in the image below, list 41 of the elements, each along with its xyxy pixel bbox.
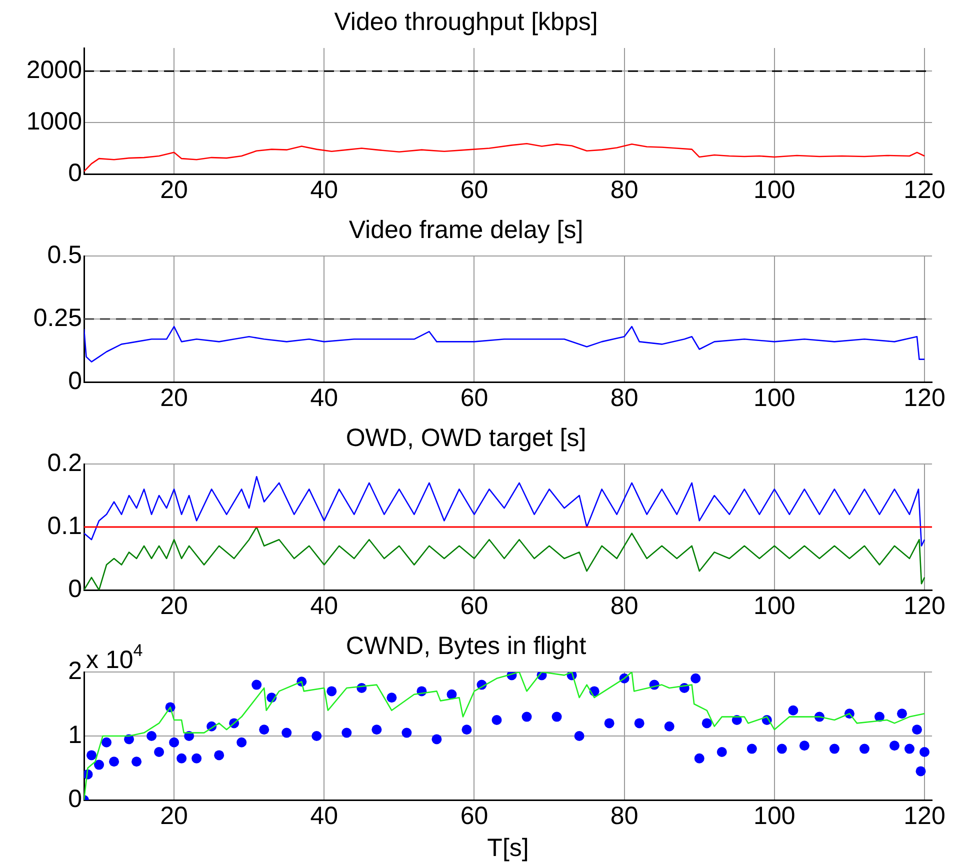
chart-title: CWND, Bytes in flight	[346, 632, 586, 660]
x-tick-label: 80	[610, 592, 638, 620]
y-tick-label: 2	[68, 656, 82, 685]
chart-title: OWD, OWD target [s]	[346, 424, 586, 452]
x-tick-label: 120	[904, 802, 946, 830]
y-tick-label: 0	[68, 366, 82, 395]
x-tick-label: 20	[160, 592, 188, 620]
y-tick-label: 0	[68, 784, 82, 813]
x-tick-label: 60	[460, 592, 488, 620]
chart-title: Video frame delay [s]	[348, 216, 584, 244]
x-tick-label: 100	[754, 176, 796, 204]
x-tick-label: 20	[160, 384, 188, 412]
x-tick-label: 100	[754, 384, 796, 412]
x-tick-label: 80	[610, 176, 638, 204]
x-tick-label: 60	[460, 384, 488, 412]
x-tick-label: 120	[904, 592, 946, 620]
y-tick-label: 0	[68, 574, 82, 603]
x-tick-label: 40	[310, 176, 338, 204]
x-tick-label: 20	[160, 802, 188, 830]
y-tick-label: 1000	[26, 107, 82, 136]
y-tick-label: 0.25	[33, 304, 82, 332]
x-tick-label: 60	[460, 802, 488, 830]
y-tick-label: 0.5	[47, 240, 82, 269]
y-tick-label: 0	[68, 158, 82, 187]
x-tick-label: 40	[310, 802, 338, 830]
x-axis-title: T[s]	[487, 834, 529, 862]
x-tick-label: 120	[904, 384, 946, 412]
x-tick-label: 60	[460, 176, 488, 204]
x-tick-label: 40	[310, 592, 338, 620]
y-tick-label: 0.1	[47, 512, 82, 540]
x-tick-label: 100	[754, 592, 796, 620]
x-tick-label: 80	[610, 802, 638, 830]
y-tick-label: 0.2	[47, 448, 82, 477]
x-tick-label: 80	[610, 384, 638, 412]
y-tick-label: 2000	[26, 56, 82, 84]
y-tick-label: 1	[68, 720, 82, 749]
x-tick-label: 100	[754, 802, 796, 830]
x-tick-label: 120	[904, 176, 946, 204]
x-tick-label: 20	[160, 176, 188, 204]
chart-title: Video throughput [kbps]	[334, 8, 598, 36]
x-tick-label: 40	[310, 384, 338, 412]
